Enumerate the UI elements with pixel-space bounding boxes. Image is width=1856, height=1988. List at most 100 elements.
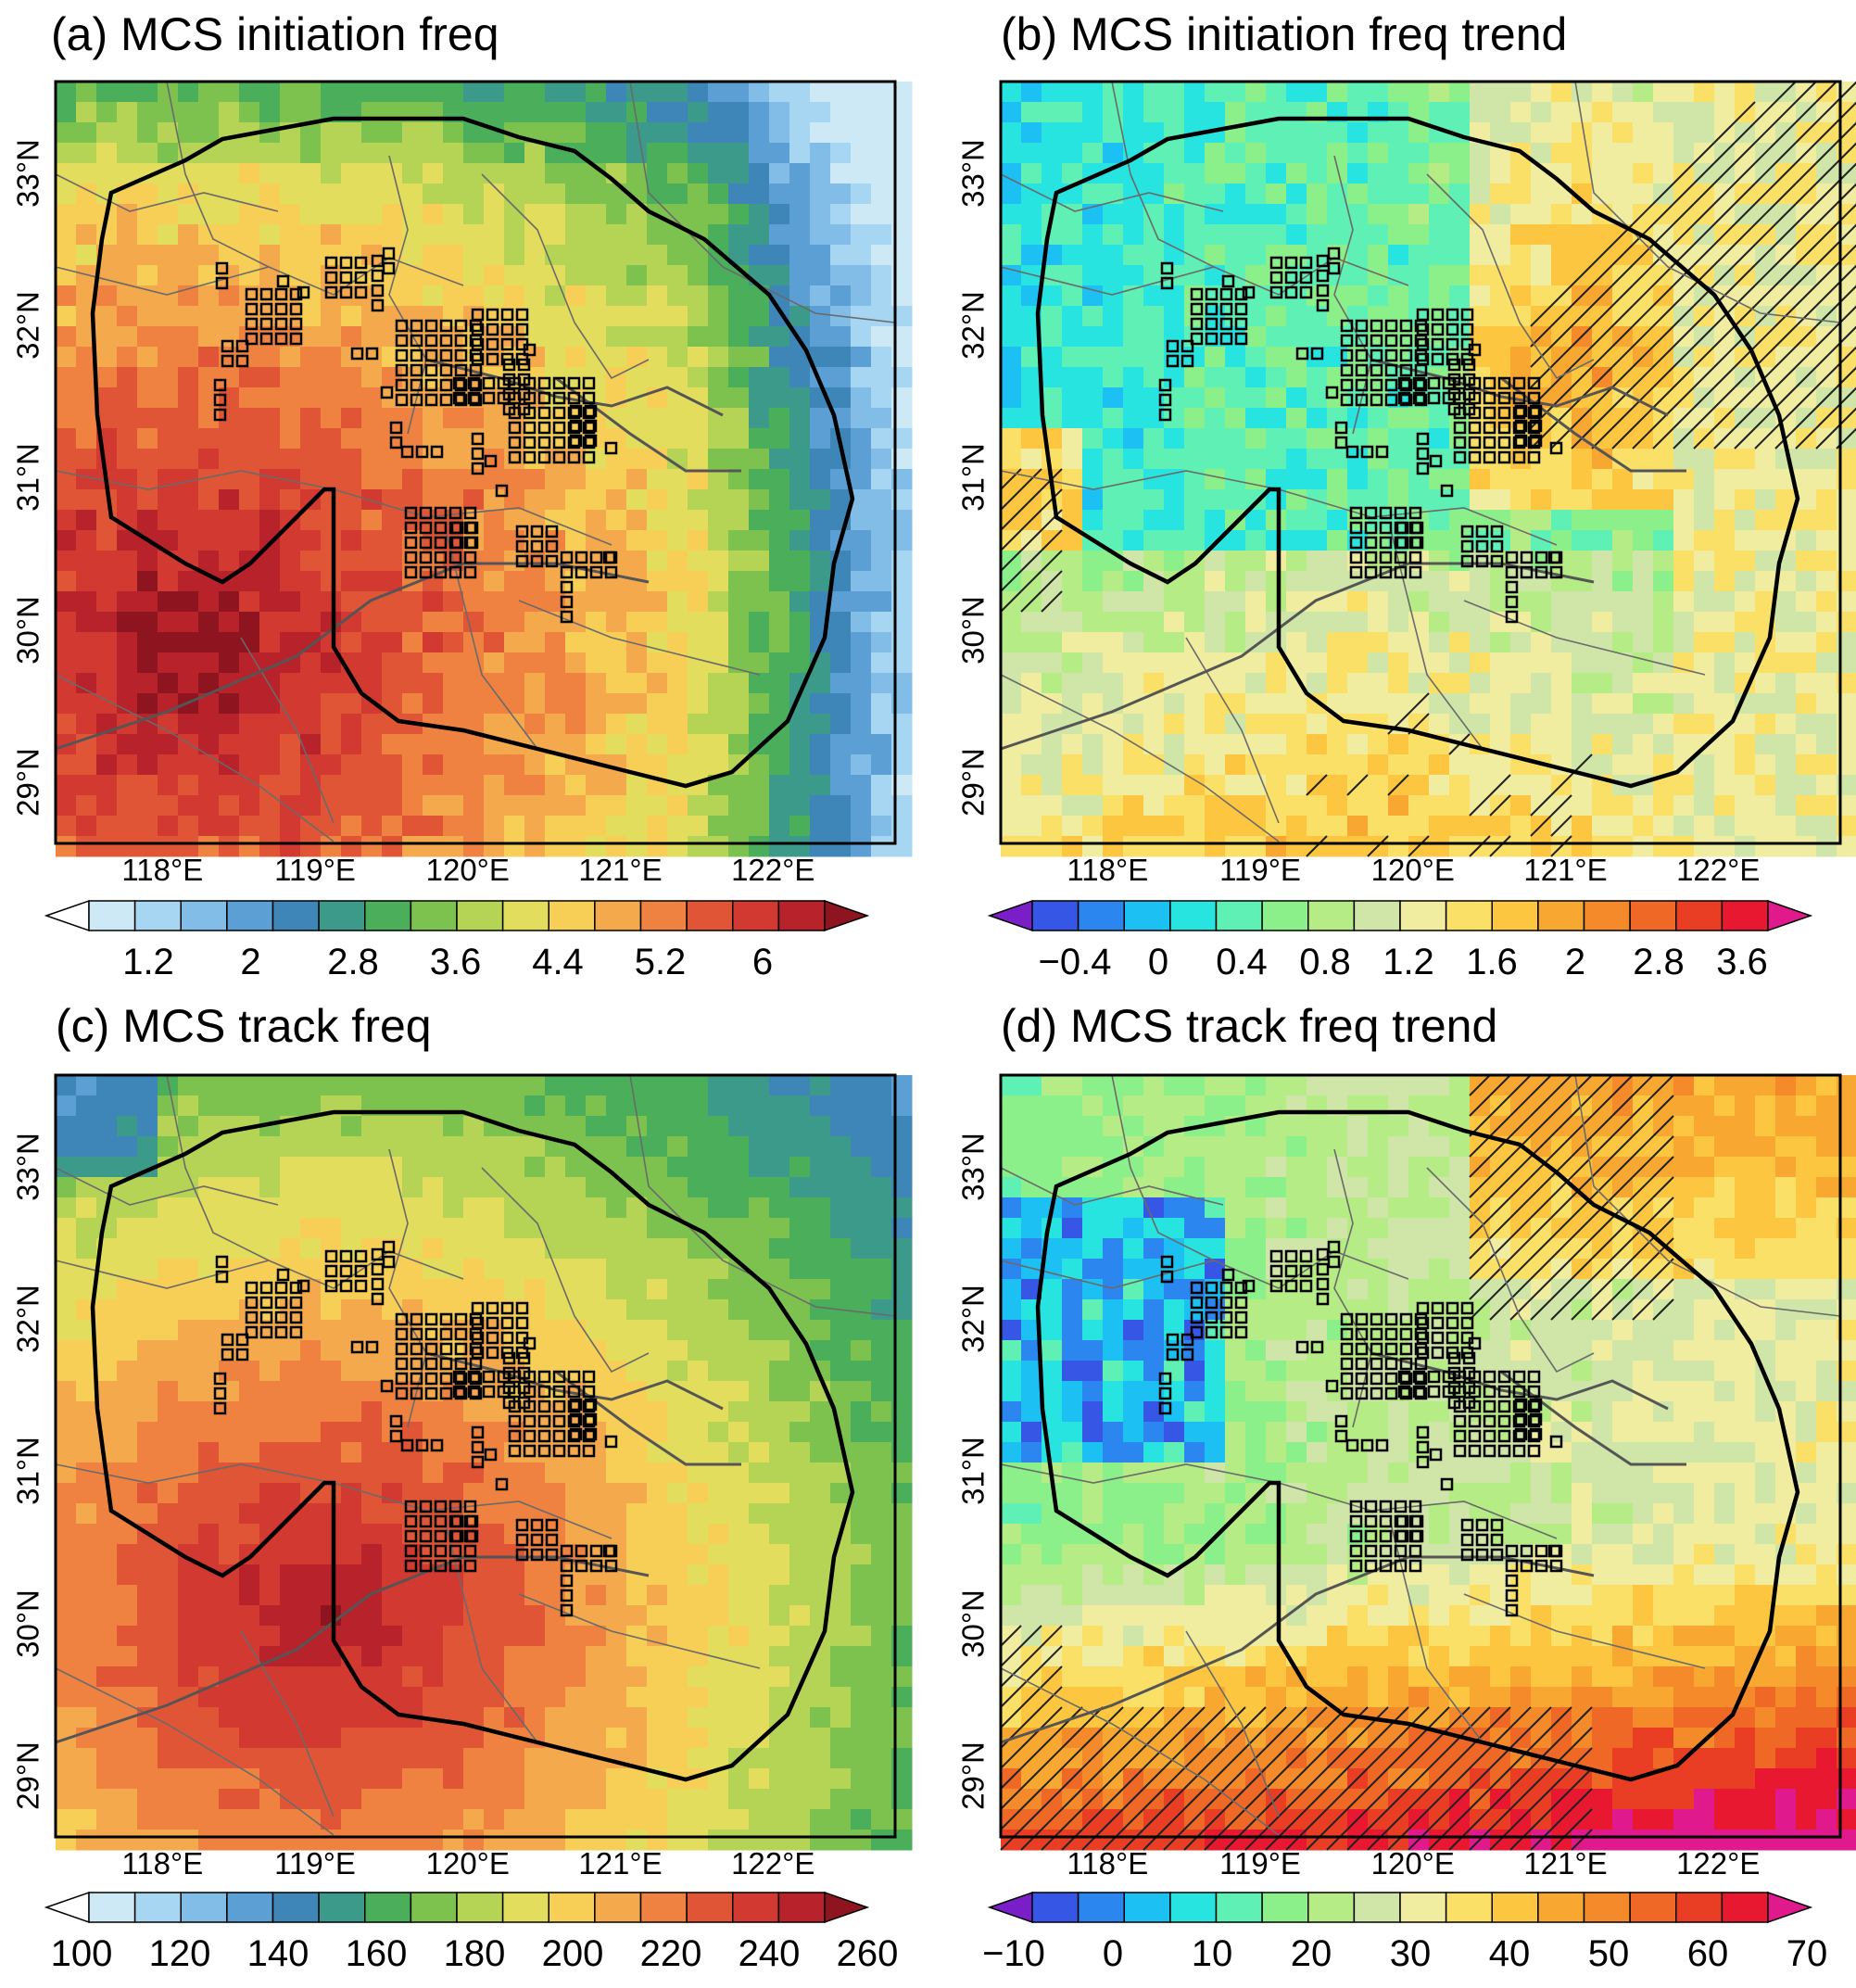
colorbar-bin bbox=[549, 901, 595, 931]
lon-tick-label: 121°E bbox=[578, 1848, 662, 1879]
colorbar-tick-label: 3.6 bbox=[430, 943, 482, 981]
colorbar-tick-label: 40 bbox=[1489, 1935, 1531, 1972]
colorbar-bin bbox=[181, 1893, 227, 1922]
colorbar-bin bbox=[273, 1893, 320, 1922]
colorbar-bin bbox=[181, 901, 227, 931]
colorbar-bin bbox=[687, 1893, 733, 1922]
colorbar-tick-label: 5.2 bbox=[635, 943, 687, 981]
colorbar-bin bbox=[319, 901, 365, 931]
panel-a-colorbar bbox=[46, 901, 867, 938]
colorbar-high-extension bbox=[825, 1893, 867, 1922]
colorbar-tick-label: 160 bbox=[346, 1935, 408, 1972]
colorbar-bin bbox=[1400, 1893, 1446, 1922]
colorbar-bin bbox=[89, 901, 135, 931]
colorbar-tick-label: 260 bbox=[837, 1935, 899, 1972]
colorbar-bin bbox=[1446, 901, 1493, 931]
colorbar-bin bbox=[549, 1893, 595, 1922]
lat-tick-label: 32°N bbox=[13, 291, 44, 360]
colorbar-bin bbox=[1585, 1893, 1631, 1922]
colorbar-tick-label: 0.8 bbox=[1299, 943, 1351, 981]
colorbar-tick-label: 4.4 bbox=[532, 943, 584, 981]
panel-d-colorbar bbox=[990, 1893, 1811, 1930]
colorbar-bin bbox=[227, 901, 273, 931]
lat-tick-label: 30°N bbox=[13, 596, 44, 665]
lat-tick-label: 29°N bbox=[13, 748, 44, 817]
colorbar-low-extension bbox=[990, 901, 1032, 931]
colorbar-tick-label: 2.8 bbox=[327, 943, 379, 981]
colorbar-tick-label: 140 bbox=[247, 1935, 309, 1972]
colorbar-bin bbox=[1630, 1893, 1676, 1922]
colorbar-bin bbox=[410, 1893, 457, 1922]
colorbar-bin bbox=[595, 1893, 641, 1922]
colorbar-tick-label: 2 bbox=[240, 943, 260, 981]
colorbar-bin bbox=[1124, 901, 1170, 931]
colorbar-bin bbox=[1538, 901, 1585, 931]
colorbar-tick-label: 100 bbox=[51, 1935, 113, 1972]
colorbar-bin bbox=[1354, 901, 1400, 931]
colorbar-bin bbox=[1538, 1893, 1585, 1922]
colorbar-tick-label: 0 bbox=[1148, 943, 1168, 981]
panel-c-title: (c) MCS track freq bbox=[56, 1003, 432, 1049]
lon-tick-label: 122°E bbox=[731, 855, 814, 885]
colorbar-bin bbox=[1262, 901, 1308, 931]
panel-a-title: (a) MCS initiation freq bbox=[51, 11, 499, 57]
colorbar-bin bbox=[135, 901, 182, 931]
lat-tick-label: 31°N bbox=[958, 1437, 989, 1506]
colorbar-tick-label: 200 bbox=[542, 1935, 604, 1972]
colorbar-tick-label: 70 bbox=[1787, 1935, 1828, 1972]
colorbar-bin bbox=[1446, 1893, 1493, 1922]
lon-tick-label: 120°E bbox=[426, 855, 510, 885]
colorbar-tick-label: 1.2 bbox=[1383, 943, 1434, 981]
colorbar-bin bbox=[1308, 901, 1355, 931]
colorbar-bin bbox=[1722, 1893, 1768, 1922]
colorbar-bin bbox=[1630, 901, 1676, 931]
colorbar-low-extension bbox=[46, 901, 89, 931]
colorbar-high-extension bbox=[825, 901, 867, 931]
colorbar-tick-label: 240 bbox=[739, 1935, 801, 1972]
lon-tick-label: 118°E bbox=[1067, 855, 1148, 885]
colorbar-tick-label: 3.6 bbox=[1716, 943, 1768, 981]
lon-tick-label: 119°E bbox=[1219, 1848, 1301, 1879]
colorbar-tick-label: 0 bbox=[1103, 1935, 1123, 1972]
lat-tick-label: 33°N bbox=[13, 139, 44, 208]
lat-tick-label: 31°N bbox=[958, 444, 989, 513]
colorbar-bin bbox=[595, 901, 641, 931]
colorbar-bin bbox=[1308, 1893, 1355, 1922]
panel-b-map bbox=[1001, 82, 1840, 843]
colorbar-tick-label: 2 bbox=[1565, 943, 1585, 981]
colorbar-bin bbox=[1676, 901, 1723, 931]
colorbar-bin bbox=[1032, 901, 1079, 931]
lat-tick-label: 30°N bbox=[958, 596, 989, 665]
colorbar-bin bbox=[778, 901, 825, 931]
colorbar-tick-label: 0.4 bbox=[1216, 943, 1268, 981]
panel-c-colorbar bbox=[46, 1893, 867, 1930]
colorbar-tick-label: 220 bbox=[640, 1935, 702, 1972]
colorbar-bin bbox=[410, 901, 457, 931]
colorbar-bin bbox=[641, 901, 688, 931]
colorbar-bin bbox=[687, 901, 733, 931]
lon-tick-label: 121°E bbox=[578, 855, 662, 885]
lat-tick-label: 29°N bbox=[958, 748, 989, 817]
panel-d-map bbox=[1001, 1075, 1840, 1837]
colorbar-bin bbox=[1079, 901, 1125, 931]
colorbar-tick-label: 1.2 bbox=[122, 943, 174, 981]
panel-b-colorbar bbox=[990, 901, 1811, 938]
lon-tick-label: 119°E bbox=[274, 1848, 356, 1879]
colorbar-tick-label: 1.6 bbox=[1466, 943, 1518, 981]
colorbar-low-extension bbox=[990, 1893, 1032, 1922]
colorbar-bin bbox=[1170, 901, 1217, 931]
colorbar-tick-label: 10 bbox=[1192, 1935, 1233, 1972]
lat-tick-label: 30°N bbox=[13, 1589, 44, 1658]
lat-tick-label: 29°N bbox=[958, 1741, 989, 1810]
colorbar-bin bbox=[457, 1893, 503, 1922]
colorbar-bin bbox=[1400, 901, 1446, 931]
lon-tick-label: 121°E bbox=[1523, 855, 1607, 885]
colorbar-bin bbox=[365, 901, 411, 931]
colorbar-bin bbox=[1262, 1893, 1308, 1922]
colorbar-bin bbox=[1676, 1893, 1723, 1922]
lon-tick-label: 120°E bbox=[1371, 1848, 1455, 1879]
lon-tick-label: 122°E bbox=[1676, 855, 1760, 885]
colorbar-bin bbox=[503, 901, 549, 931]
lon-tick-label: 122°E bbox=[731, 1848, 814, 1879]
colorbar-tick-label: 2.8 bbox=[1633, 943, 1685, 981]
